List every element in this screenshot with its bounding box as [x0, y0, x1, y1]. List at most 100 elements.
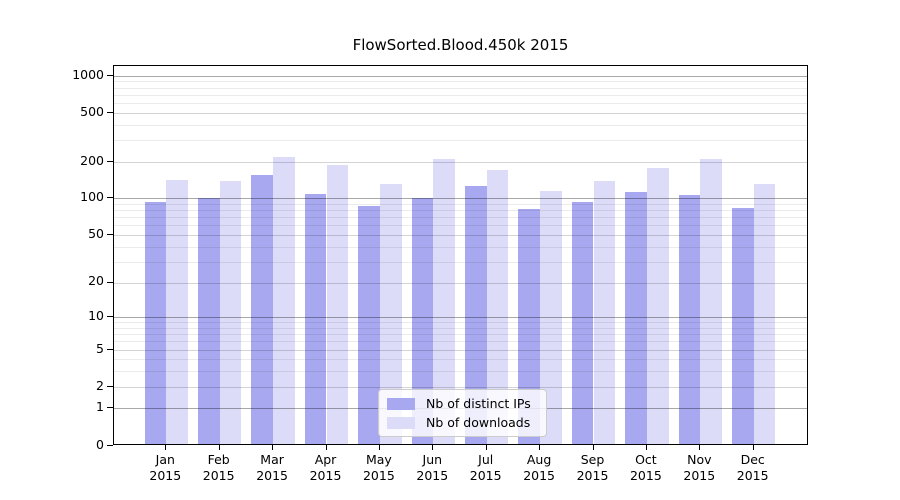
- gridline: [114, 261, 807, 263]
- legend-item-distinct-ips: Nb of distinct IPs: [387, 396, 540, 411]
- bar-downloads: [753, 184, 776, 444]
- bar-distinct-ips: [678, 194, 701, 444]
- y-axis-tick-label: 50: [88, 225, 104, 241]
- bar-distinct-ips: [732, 208, 754, 444]
- y-axis-tick-mark: [107, 444, 113, 446]
- y-axis-tick-mark: [107, 316, 113, 318]
- y-axis-tick-mark: [107, 348, 113, 350]
- gridline: [114, 371, 807, 373]
- gridline: [114, 359, 807, 361]
- bar-distinct-ips: [571, 202, 594, 444]
- gridline: [114, 225, 807, 227]
- x-axis-tick-mark: [645, 445, 647, 450]
- y-axis-tick-mark: [107, 407, 113, 409]
- bar-downloads: [326, 164, 349, 444]
- x-axis-tick-label: Mar 2015: [256, 452, 288, 483]
- x-axis-tick-label: Sep 2015: [576, 452, 609, 483]
- legend-swatch-downloads: [387, 416, 415, 429]
- x-axis-tick-label: Jan 2015: [149, 452, 182, 483]
- x-axis-tick-label: Dec 2015: [736, 452, 769, 483]
- bar-downloads: [379, 184, 402, 444]
- bar-distinct-ips: [411, 197, 434, 444]
- x-axis-tick-label: Jul 2015: [469, 452, 502, 483]
- gridline: [114, 87, 807, 89]
- x-axis-tick-label: Apr 2015: [309, 452, 342, 483]
- gridline: [114, 112, 807, 114]
- x-axis-tick-mark: [272, 445, 274, 450]
- y-axis-tick-mark: [107, 385, 113, 387]
- y-axis-tick-label: 1: [96, 399, 104, 415]
- gridline: [114, 322, 807, 324]
- y-axis-tick-mark: [107, 160, 113, 162]
- x-axis-tick-label: Nov 2015: [683, 452, 716, 483]
- legend-swatch-distinct-ips: [387, 397, 415, 410]
- gridline: [114, 235, 807, 236]
- gridline: [114, 102, 807, 104]
- bar-downloads: [646, 168, 669, 444]
- bar-downloads: [166, 180, 188, 444]
- y-axis-tick-mark: [107, 74, 113, 76]
- bar-distinct-ips: [358, 206, 380, 444]
- bar-downloads: [700, 158, 722, 444]
- x-axis-tick-label: Jun 2015: [416, 452, 449, 483]
- gridline: [114, 75, 807, 77]
- gridline: [114, 327, 807, 329]
- bar-downloads: [593, 181, 616, 444]
- x-axis-tick-mark: [165, 445, 167, 450]
- gridline: [114, 161, 807, 163]
- bar-distinct-ips: [304, 193, 327, 444]
- legend-item-downloads: Nb of downloads: [387, 415, 540, 430]
- bar-downloads: [433, 158, 455, 444]
- y-axis-tick-mark: [107, 111, 113, 113]
- bar-distinct-ips: [144, 201, 167, 444]
- y-axis-tick-label: 10: [88, 308, 104, 324]
- x-axis-tick-label: Aug 2015: [523, 452, 555, 483]
- gridline: [114, 204, 807, 205]
- x-axis-tick-mark: [325, 445, 327, 450]
- chart-title: FlowSorted.Blood.450k 2015: [352, 36, 569, 54]
- bar-downloads: [273, 156, 295, 444]
- gridline: [114, 349, 807, 351]
- y-axis-tick-mark: [107, 281, 113, 283]
- y-axis-tick-label: 200: [80, 152, 104, 168]
- x-axis-tick-mark: [539, 445, 541, 450]
- x-axis-tick-label: May 2015: [362, 452, 395, 483]
- gridline: [114, 94, 807, 96]
- gridline: [114, 282, 807, 284]
- x-axis-tick-label: Oct 2015: [629, 452, 662, 483]
- gridline: [114, 317, 807, 319]
- bar-downloads: [486, 170, 509, 444]
- gridline: [114, 124, 807, 126]
- y-axis-tick-label: 5: [96, 340, 104, 356]
- plot-area: [113, 65, 808, 445]
- gridline: [114, 386, 807, 388]
- gridline: [114, 139, 807, 141]
- x-axis-tick-mark: [378, 445, 380, 450]
- y-axis-tick-label: 2: [96, 377, 104, 393]
- x-axis-tick-mark: [218, 445, 220, 450]
- y-axis-tick-mark: [107, 234, 113, 235]
- gridline: [114, 217, 807, 219]
- legend: Nb of distinct IPs Nb of downloads: [378, 389, 547, 437]
- y-axis-tick-label: 100: [80, 189, 104, 205]
- legend-label-downloads: Nb of downloads: [426, 415, 531, 430]
- y-axis-tick-mark: [107, 197, 113, 199]
- gridline: [114, 341, 807, 343]
- gridline: [114, 246, 807, 248]
- gridline: [114, 334, 807, 336]
- y-axis-tick-label: 1000: [72, 66, 104, 82]
- bar-downloads: [219, 180, 242, 444]
- gridline: [114, 210, 807, 212]
- bar-distinct-ips: [625, 191, 647, 444]
- bar-distinct-ips: [251, 175, 274, 444]
- gridline: [114, 81, 807, 83]
- x-axis-tick-mark: [592, 445, 594, 450]
- x-axis-tick-mark: [432, 445, 434, 450]
- x-axis-tick-label: Feb 2015: [202, 452, 235, 483]
- y-axis-tick-label: 20: [88, 273, 104, 289]
- y-axis-tick-label: 0: [96, 436, 104, 452]
- gridline: [114, 198, 807, 200]
- y-axis-tick-label: 500: [80, 103, 104, 119]
- bar-distinct-ips: [198, 197, 220, 444]
